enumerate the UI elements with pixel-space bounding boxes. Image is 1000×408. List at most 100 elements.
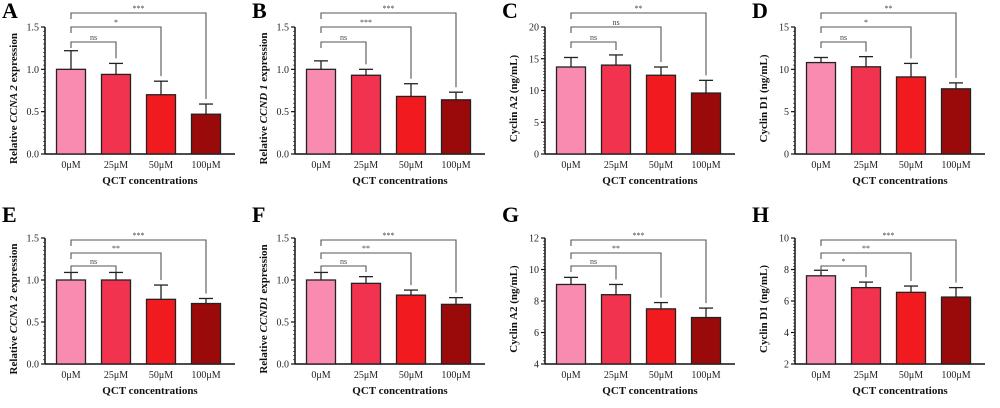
significance-label: ** — [862, 244, 870, 253]
significance-label: ns — [590, 33, 597, 42]
y-label-part: Relative — [258, 123, 270, 164]
x-axis-label: QCT concentrations — [602, 385, 698, 397]
y-axis-label: Relative CCND 1 expression — [258, 32, 270, 164]
panel-letter: D — [752, 0, 768, 23]
significance-bracket — [70, 239, 207, 294]
y-tick-label: 20 — [529, 23, 539, 34]
x-tick-label: 100μM — [691, 160, 720, 171]
bar-100μM — [440, 303, 472, 365]
y-tick-label: 1.5 — [27, 23, 40, 34]
y-label-gene: CCNA 2 — [8, 85, 20, 123]
x-tick-label: 0μM — [811, 160, 830, 171]
bar-100μM — [690, 92, 722, 155]
bar-0μM — [305, 68, 337, 155]
y-tick-label: 10 — [529, 86, 539, 97]
x-tick-label: 100μM — [191, 370, 220, 381]
y-label-part: Relative — [8, 333, 20, 374]
y-label-gene: CCND 1 — [258, 85, 270, 124]
y-tick-label: 10 — [779, 65, 789, 76]
x-tick-label: 100μM — [941, 160, 970, 171]
significance-label: * — [842, 257, 846, 266]
significance-bracket — [320, 41, 367, 65]
x-axis-label: QCT concentrations — [352, 175, 448, 187]
bar-0μM — [55, 279, 87, 365]
significance-bracket — [70, 265, 117, 272]
x-tick-label: 50μM — [649, 160, 673, 171]
bar-25μM — [100, 73, 132, 155]
bar-0μM — [55, 68, 87, 155]
significance-bracket — [820, 12, 957, 78]
bar-50μM — [645, 308, 677, 365]
x-tick-label: 25μM — [854, 370, 878, 381]
x-tick-label: 0μM — [311, 160, 330, 171]
y-axis-label: Relative CCNA 2 expression — [8, 33, 20, 164]
bar-25μM — [850, 66, 882, 155]
significance-bracket — [570, 12, 707, 76]
y-axis-label: Cyclin A2 (ng/mL) — [508, 265, 520, 353]
panel-letter: A — [2, 0, 18, 23]
y-tick-label: 6 — [534, 328, 539, 339]
y-label-part: Cyclin A2 (ng/mL) — [508, 265, 520, 353]
bar-100μM — [440, 99, 472, 155]
panel-letter: B — [252, 0, 267, 23]
significance-bracket — [820, 252, 912, 282]
y-tick-label: 0.5 — [27, 107, 40, 118]
y-axis-label: Relative CCNA 2 expression — [8, 244, 20, 375]
x-axis-label: QCT concentrations — [852, 385, 948, 397]
significance-bracket — [570, 41, 617, 50]
bar-25μM — [350, 74, 382, 155]
panel-E: E 0.0 0.5 1.0 1.5 Relative CCNA 2 expression 0… — [2, 202, 235, 397]
significance-label: ** — [612, 244, 620, 253]
y-label-part: expression — [258, 244, 270, 296]
y-tick-label: 8 — [784, 265, 789, 276]
bar-25μM — [600, 294, 632, 365]
y-tick-label: 0.0 — [27, 360, 40, 371]
y-tick-label: 0 — [784, 150, 789, 161]
y-tick-label: 1.5 — [277, 234, 290, 245]
significance-bracket — [820, 265, 867, 278]
bar-25μM — [350, 282, 382, 365]
y-tick-label: 2 — [784, 360, 789, 371]
significance-label: ns — [90, 257, 97, 266]
y-tick-label: 4 — [534, 360, 539, 371]
bar-100μM — [190, 113, 222, 155]
significance-label: *** — [383, 231, 395, 240]
bar-50μM — [145, 94, 177, 155]
y-label-part: Cyclin D1 (ng/mL) — [758, 54, 770, 142]
y-label-gene: CCND1 — [258, 296, 270, 332]
y-label-part: Relative — [8, 123, 20, 164]
y-label-part: Cyclin A2 (ng/mL) — [508, 54, 520, 142]
significance-label: * — [114, 18, 118, 27]
y-axis-label: Cyclin A2 (ng/mL) — [508, 54, 520, 142]
y-tick-label: 15 — [529, 54, 539, 65]
y-tick-label: 0.5 — [277, 107, 290, 118]
significance-bracket — [320, 252, 412, 286]
significance-bracket — [820, 26, 912, 59]
significance-label: *** — [883, 231, 895, 240]
significance-label: ns — [90, 33, 97, 42]
x-tick-label: 50μM — [899, 370, 923, 381]
significance-bracket — [820, 41, 867, 52]
x-tick-label: 50μM — [399, 160, 423, 171]
x-tick-label: 0μM — [61, 160, 80, 171]
x-tick-label: 0μM — [811, 370, 830, 381]
significance-bracket — [570, 265, 617, 280]
panel-letter: G — [502, 202, 519, 227]
x-tick-label: 25μM — [104, 160, 128, 171]
x-axis-label: QCT concentrations — [352, 385, 448, 397]
y-axis-label: Cyclin D1 (ng/mL) — [758, 265, 770, 353]
bar-0μM — [305, 279, 337, 365]
x-axis-label: QCT concentrations — [602, 175, 698, 187]
panel-letter: F — [252, 202, 265, 227]
significance-label: *** — [133, 231, 145, 240]
x-tick-label: 0μM — [561, 370, 580, 381]
y-tick-label: 8 — [534, 297, 539, 308]
significance-bracket — [570, 252, 662, 298]
y-tick-label: 12 — [529, 234, 539, 245]
significance-label: ns — [340, 33, 347, 42]
significance-bracket — [320, 12, 457, 88]
panel-D: D 0 5 10 15 Cyclin D1 (ng/mL) 0μM 25μM 50μM 100μM… — [752, 0, 985, 187]
panel-letter: C — [502, 0, 518, 23]
x-axis-label: QCT concentrations — [102, 385, 198, 397]
significance-bracket — [70, 26, 162, 77]
